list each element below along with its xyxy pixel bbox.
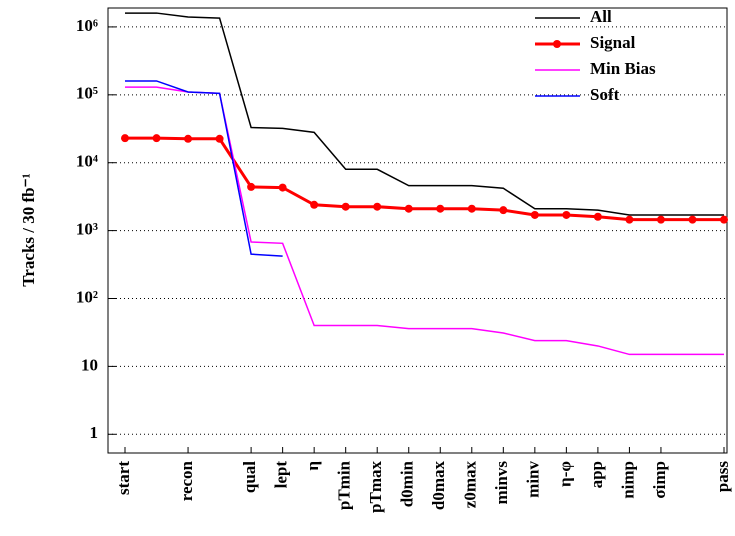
legend-label: All — [590, 7, 612, 26]
x-tick-label: η — [303, 461, 322, 471]
series-marker — [720, 215, 728, 224]
x-tick-label: σimp — [650, 461, 669, 499]
y-tick-label: 10³ — [76, 220, 98, 239]
x-tick-label: qual — [240, 461, 259, 493]
x-tick-label: z0max — [461, 461, 480, 509]
series-marker — [593, 212, 602, 221]
series-marker — [184, 134, 193, 143]
x-tick-label: recon — [177, 460, 196, 501]
series-marker — [436, 204, 445, 213]
y-tick-label: 1 — [90, 423, 99, 442]
y-tick-label: 10² — [76, 287, 98, 306]
y-axis-label: Tracks / 30 fb⁻¹ — [19, 173, 38, 286]
series-marker — [152, 134, 161, 143]
x-tick-label: start — [114, 461, 133, 495]
series-marker — [499, 206, 508, 215]
series-marker — [310, 200, 319, 209]
y-tick-label: 10⁵ — [76, 84, 98, 103]
series-marker — [688, 215, 697, 224]
x-tick-label: minv — [524, 461, 543, 498]
x-tick-label: minvs — [492, 461, 511, 505]
x-tick-label: lept — [272, 461, 291, 489]
x-tick-label: d0max — [429, 461, 448, 511]
legend-label: Signal — [590, 33, 636, 52]
series-marker — [121, 134, 129, 143]
x-tick-label: pTmax — [366, 461, 385, 513]
series-marker — [467, 204, 476, 213]
y-tick-label: 10 — [81, 355, 98, 374]
series-marker — [656, 215, 665, 224]
series-line — [125, 136, 724, 222]
series-marker — [215, 134, 224, 143]
y-tick-label: 10⁶ — [76, 16, 98, 35]
series-marker — [373, 202, 382, 211]
series-line — [125, 12, 724, 216]
x-tick-label: pass — [713, 461, 732, 493]
x-tick-label: d0min — [398, 460, 417, 507]
x-tick-label: pTmin — [335, 460, 354, 510]
series-marker — [341, 202, 350, 211]
series-marker — [404, 204, 413, 213]
series-marker — [562, 210, 571, 219]
series-marker — [530, 210, 539, 219]
legend-label: Min Bias — [590, 59, 656, 78]
legend-marker — [553, 40, 561, 48]
series-marker — [278, 183, 287, 192]
y-tick-label: 10⁴ — [76, 152, 98, 171]
x-tick-label: app — [587, 461, 606, 488]
x-tick-label: nimp — [618, 461, 637, 499]
series-line — [125, 80, 283, 257]
series-marker — [625, 215, 634, 224]
x-tick-label: η-φ — [555, 461, 574, 487]
series-marker — [247, 182, 256, 191]
legend-label: Soft — [590, 85, 620, 104]
